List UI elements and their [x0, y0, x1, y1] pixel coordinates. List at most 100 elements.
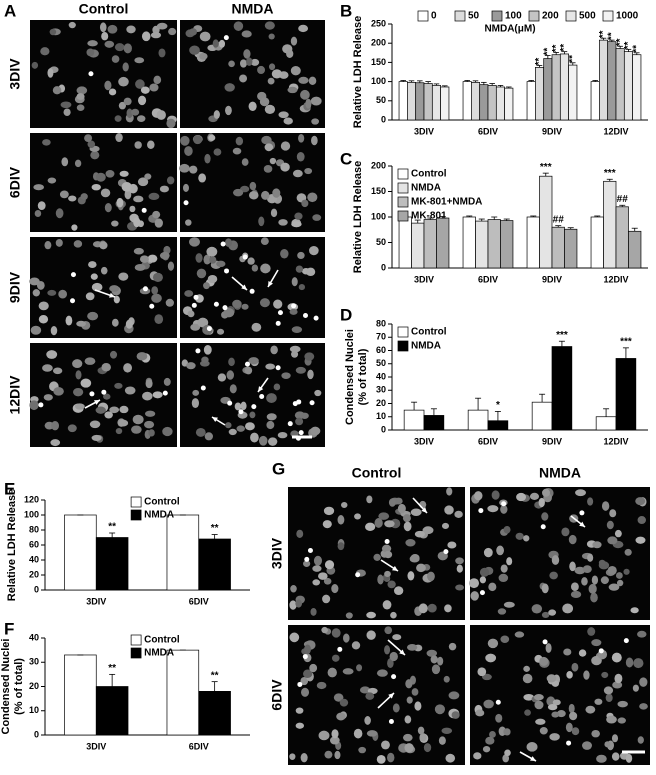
nucleus: [151, 286, 159, 295]
y-tick-label: 0: [34, 584, 39, 594]
nucleus: [268, 33, 275, 40]
condensed-nucleus: [142, 286, 148, 292]
nucleus: [291, 221, 302, 228]
nucleus: [592, 541, 602, 549]
nucleus: [213, 110, 220, 119]
nucleus: [617, 717, 626, 724]
nucleus: [109, 406, 120, 414]
significance: ***: [556, 330, 568, 341]
legend-label: Control: [411, 327, 447, 338]
nucleus: [419, 733, 427, 742]
nucleus: [383, 550, 393, 559]
significance: **: [211, 523, 219, 534]
nucleus: [95, 406, 106, 414]
nucleus: [313, 555, 323, 566]
nucleus: [422, 526, 434, 535]
bar: [590, 81, 600, 121]
nucleus: [266, 413, 277, 421]
nucleus: [601, 671, 609, 679]
nucleus: [356, 664, 363, 672]
bar: [198, 538, 231, 591]
nucleus: [374, 518, 383, 528]
nucleus: [353, 728, 363, 739]
y-tick-label: 200: [371, 38, 386, 48]
legend-label: NMDA: [144, 648, 174, 659]
nucleus: [91, 434, 102, 442]
bar: [599, 39, 609, 121]
nucleus: [489, 731, 496, 738]
nucleus: [111, 220, 119, 227]
bar: [431, 85, 441, 121]
nucleus: [249, 191, 259, 200]
nucleus: [234, 402, 242, 411]
nucleus: [280, 249, 289, 259]
nucleus: [542, 488, 550, 497]
bar: [500, 220, 514, 269]
nucleus: [600, 576, 609, 585]
nucleus: [58, 289, 68, 299]
nucleus: [497, 608, 507, 615]
nucleus: [204, 153, 211, 164]
nucleus: [562, 603, 574, 614]
condensed-nucleus: [223, 35, 229, 41]
nucleus: [87, 40, 98, 47]
nucleus: [145, 379, 153, 389]
nucleus: [539, 656, 549, 666]
nucleus: [154, 314, 164, 325]
nucleus: [598, 559, 606, 566]
nucleus: [123, 97, 132, 106]
condensed-nucleus: [337, 646, 343, 652]
nucleus: [34, 210, 42, 217]
y-tick-label: 20: [29, 569, 39, 579]
nucleus: [382, 600, 392, 610]
column-header: Control: [352, 465, 402, 481]
nucleus: [184, 290, 194, 297]
nucleus: [574, 566, 586, 575]
nucleus: [119, 170, 129, 177]
legend-swatch: [602, 10, 614, 22]
nucleus: [258, 435, 268, 446]
legend-label: 1000: [616, 11, 639, 22]
nucleus: [87, 311, 99, 321]
nucleus: [90, 273, 98, 280]
condensed-nucleus: [213, 301, 219, 307]
legend-title: NMDA(μM): [484, 24, 535, 35]
nucleus: [195, 253, 203, 263]
bar: [166, 514, 200, 591]
nucleus: [318, 730, 330, 741]
nucleus: [61, 157, 69, 167]
nucleus: [569, 711, 578, 721]
nucleus: [300, 676, 309, 686]
significance: **: [534, 58, 545, 66]
nucleus: [311, 118, 320, 125]
nucleus: [310, 608, 317, 616]
nucleus: [158, 48, 166, 58]
nucleus: [301, 199, 309, 208]
nucleus: [283, 117, 293, 125]
bar: [564, 228, 578, 269]
bar: [615, 206, 629, 269]
row-label: 9DIV: [7, 271, 23, 303]
significance: ##: [553, 214, 565, 225]
nucleus: [278, 219, 288, 226]
nucleus: [488, 582, 497, 592]
nucleus: [148, 429, 155, 437]
x-tick-label: 6DIV: [478, 126, 498, 136]
nucleus: [291, 277, 298, 287]
legend-swatch: [417, 10, 429, 22]
nucleus: [154, 218, 163, 228]
nucleus: [310, 426, 321, 436]
nucleus: [545, 643, 552, 653]
nucleus: [414, 701, 422, 711]
nucleus: [289, 308, 298, 315]
nucleus: [232, 299, 242, 309]
nucleus: [414, 530, 425, 538]
arrow-head: [388, 693, 394, 699]
nucleus: [251, 322, 262, 332]
nucleus: [524, 709, 531, 716]
nucleus: [336, 712, 346, 721]
nucleus: [366, 611, 376, 619]
nucleus: [140, 86, 150, 94]
nucleus: [133, 195, 144, 203]
bar: [539, 175, 553, 269]
